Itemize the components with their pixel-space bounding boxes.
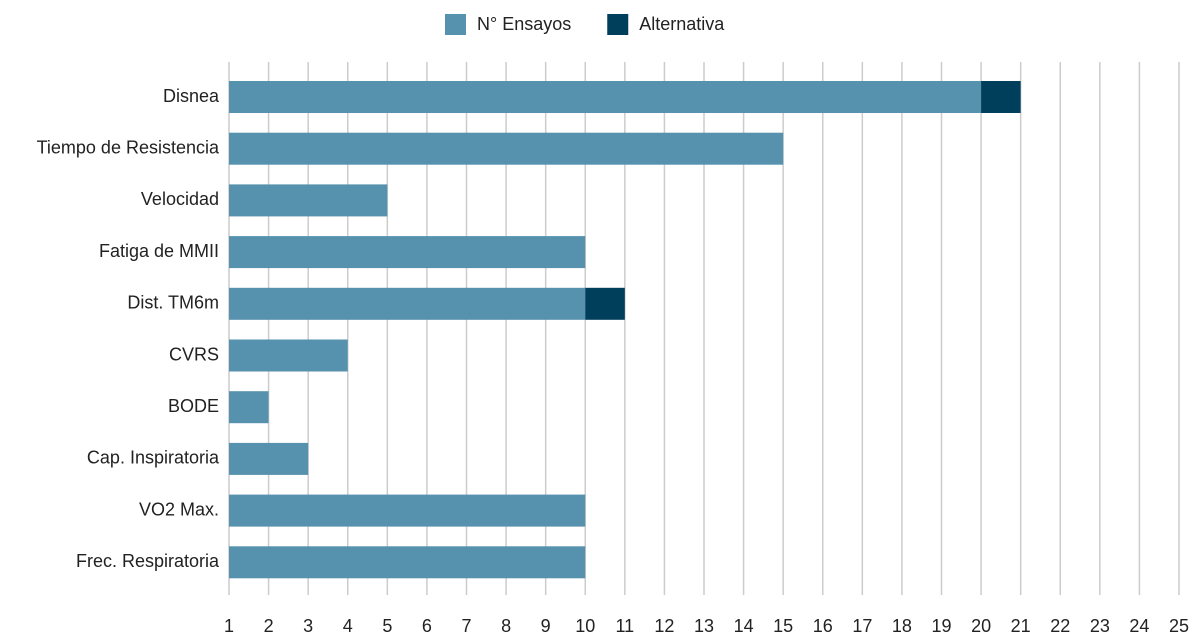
x-tick-label: 12 xyxy=(654,616,674,635)
x-tick-label: 8 xyxy=(501,616,511,635)
legend-label: Alternativa xyxy=(639,14,725,34)
x-tick-label: 20 xyxy=(971,616,991,635)
bar xyxy=(585,287,625,320)
x-tick-label: 19 xyxy=(931,616,951,635)
bar xyxy=(229,132,784,165)
bar xyxy=(229,339,348,372)
x-tick-label: 7 xyxy=(461,616,471,635)
legend-swatch xyxy=(445,14,466,35)
x-tick-label: 21 xyxy=(1011,616,1031,635)
y-tick-label: Disnea xyxy=(163,86,220,106)
x-tick-label: 1 xyxy=(224,616,234,635)
x-tick-label: 2 xyxy=(264,616,274,635)
bar xyxy=(229,546,586,579)
x-tick-label: 15 xyxy=(773,616,793,635)
bar xyxy=(229,391,269,424)
x-tick-label: 3 xyxy=(303,616,313,635)
legend-swatch xyxy=(607,14,629,35)
x-tick-label: 14 xyxy=(734,616,754,635)
x-tick-label: 9 xyxy=(541,616,551,635)
bar xyxy=(229,287,586,320)
y-tick-label: Dist. TM6m xyxy=(127,293,219,313)
bar xyxy=(229,236,586,269)
legend-label: N° Ensayos xyxy=(477,14,571,34)
y-tick-label: Frec. Respiratoria xyxy=(76,551,220,571)
bar xyxy=(229,184,388,217)
x-tick-label: 5 xyxy=(382,616,392,635)
y-tick-label: Velocidad xyxy=(141,189,219,209)
bar xyxy=(981,81,1021,113)
x-tick-label: 25 xyxy=(1169,616,1189,635)
x-tick-label: 10 xyxy=(575,616,595,635)
bar xyxy=(229,442,309,475)
x-tick-label: 24 xyxy=(1129,616,1149,635)
x-tick-label: 4 xyxy=(343,616,353,635)
x-tick-label: 22 xyxy=(1050,616,1070,635)
y-tick-label: VO2 Max. xyxy=(139,499,219,519)
x-tick-label: 6 xyxy=(422,616,432,635)
y-tick-label: Cap. Inspiratoria xyxy=(87,448,220,468)
bar xyxy=(229,494,586,527)
x-tick-label: 16 xyxy=(813,616,833,635)
y-tick-label: CVRS xyxy=(169,344,219,364)
y-tick-label: Tiempo de Resistencia xyxy=(37,137,220,157)
x-tick-label: 18 xyxy=(892,616,912,635)
x-tick-label: 23 xyxy=(1090,616,1110,635)
x-tick-label: 11 xyxy=(615,616,634,635)
y-tick-label: BODE xyxy=(168,396,219,416)
bar xyxy=(229,81,982,113)
x-tick-label: 13 xyxy=(694,616,714,635)
x-tick-label: 17 xyxy=(852,616,872,635)
y-tick-label: Fatiga de MMII xyxy=(99,241,219,261)
